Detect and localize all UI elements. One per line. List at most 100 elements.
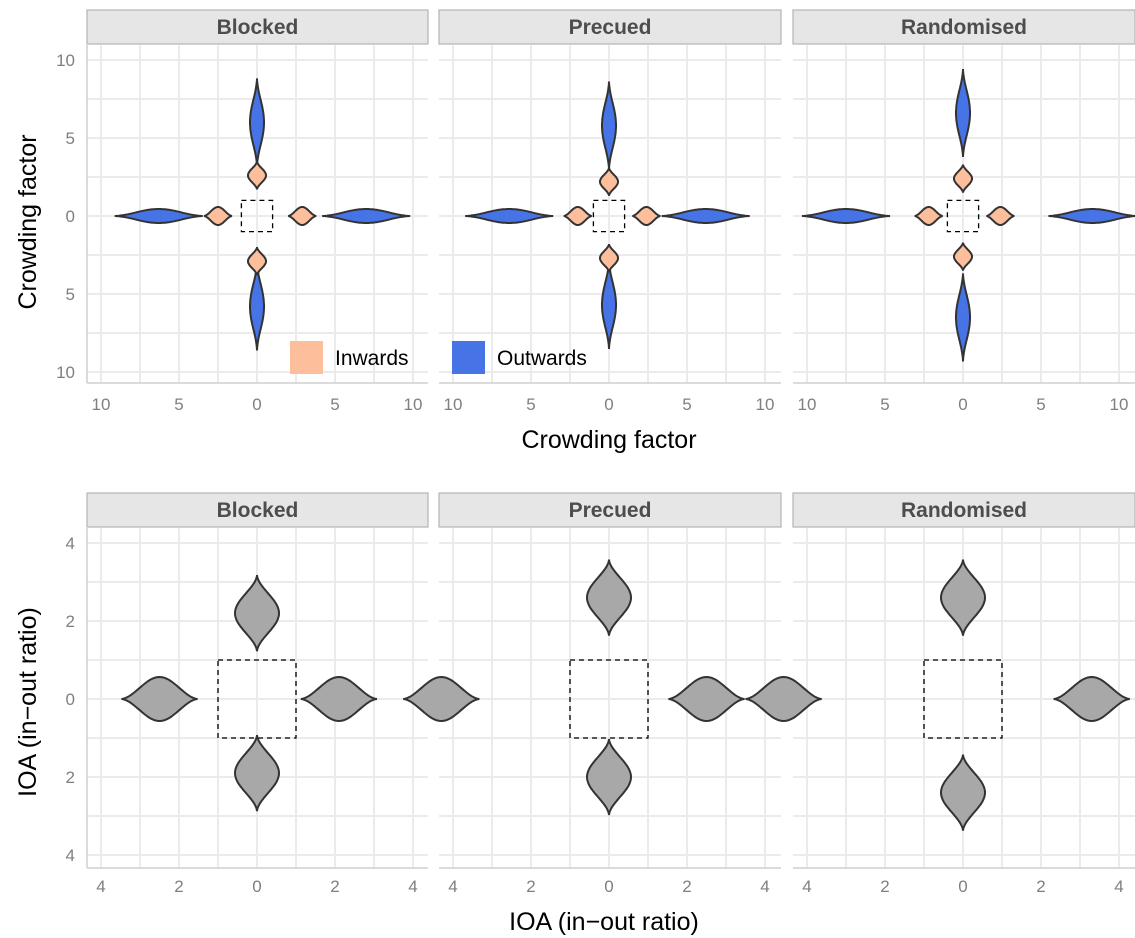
- inwards-violin-up: [247, 161, 267, 190]
- legend-swatch: [290, 341, 323, 374]
- inwards-violin-left: [914, 206, 943, 226]
- inwards-violin-left: [203, 206, 233, 226]
- facet-strip-label: Precued: [569, 16, 652, 39]
- facet-strip-label: Precued: [569, 499, 652, 522]
- legend-label: Inwards: [335, 347, 409, 370]
- facet-strip-label: Randomised: [901, 499, 1027, 522]
- ioa-violin-up: [233, 575, 281, 652]
- reference-box: [240, 199, 274, 233]
- legend-entry-inwards: Inwards: [290, 341, 409, 374]
- reference-box: [569, 659, 649, 739]
- outwards-violin-right: [1048, 208, 1135, 224]
- y-tick-label: 2: [66, 768, 75, 787]
- inwards-violin-left: [563, 206, 592, 226]
- ioa-violin-down: [939, 754, 987, 831]
- x-tick-label: 10: [404, 395, 423, 414]
- x-tick-label: 10: [444, 395, 463, 414]
- facet-strip-label: Randomised: [901, 16, 1027, 39]
- x-tick-label: 0: [958, 395, 967, 414]
- panel-layer: Blocked 10 5 0 5 10 10 5 0 5 10 Precued 10 5 0 5 10 Rando…: [56, 9, 1135, 896]
- x-tick-label: 0: [604, 877, 613, 896]
- bottom-y-axis-title: IOA (in−out ratio): [14, 607, 42, 797]
- legend-swatch: [452, 341, 485, 374]
- y-tick-label: 2: [66, 612, 75, 631]
- panel-precued-ioa: Precued 4 2 0 2 4: [403, 492, 782, 896]
- ioa-violin-right: [668, 675, 745, 723]
- ioa-violin-down: [233, 734, 281, 812]
- x-tick-label: 5: [1036, 395, 1045, 414]
- x-tick-label: 5: [682, 395, 691, 414]
- y-tick-label: 0: [66, 207, 75, 226]
- legend-label: Outwards: [497, 347, 587, 370]
- legend-entry-outwards: Outwards: [452, 341, 587, 374]
- facet-strip: [438, 9, 782, 45]
- outwards-violin-right: [322, 208, 411, 224]
- label-layer: Crowding factor Crowding factor IOA (in−…: [14, 134, 699, 936]
- reference-box: [217, 659, 297, 739]
- ioa-violin-right: [1053, 675, 1130, 723]
- ioa-violin-right: [300, 675, 378, 723]
- x-tick-label: 10: [92, 395, 111, 414]
- x-tick-label: 0: [604, 395, 613, 414]
- inwards-violin-up: [599, 167, 619, 196]
- x-tick-label: 2: [174, 877, 183, 896]
- inwards-violin-down: [247, 247, 267, 276]
- bottom-x-axis-title: IOA (in−out ratio): [509, 908, 699, 936]
- x-tick-label: 0: [252, 877, 261, 896]
- x-tick-label: 4: [448, 877, 457, 896]
- x-tick-label: 2: [330, 877, 339, 896]
- reference-box: [946, 199, 980, 233]
- y-tick-label: 0: [66, 690, 75, 709]
- inwards-violin-down: [953, 242, 973, 271]
- x-tick-label: 0: [252, 395, 261, 414]
- y-tick-label: 5: [66, 129, 75, 148]
- x-tick-label: 10: [798, 395, 817, 414]
- outwards-violin-down: [601, 260, 617, 349]
- x-tick-label: 4: [408, 877, 417, 896]
- y-tick-label: 5: [66, 285, 75, 304]
- x-tick-label: 4: [96, 877, 105, 896]
- facet-strip: [792, 492, 1135, 528]
- outwards-violin-up: [249, 78, 265, 167]
- panel-blocked-crowding: Blocked 10 5 0 5 10 10 5 0 5 10: [56, 9, 429, 414]
- outwards-violin-left: [465, 208, 554, 224]
- reference-box: [592, 199, 626, 233]
- x-tick-label: 5: [330, 395, 339, 414]
- outwards-violin-right: [661, 208, 750, 224]
- outwards-violin-up: [955, 68, 971, 158]
- facet-strip: [86, 9, 429, 45]
- inwards-violin-right: [632, 206, 661, 226]
- x-tick-label: 4: [1114, 877, 1123, 896]
- x-tick-label: 5: [526, 395, 535, 414]
- facet-strip: [86, 492, 429, 528]
- legend: Inwards Outwards: [290, 341, 587, 374]
- panel-blocked-ioa: Blocked 4 2 0 2 4 4 2 0 2 4: [66, 492, 429, 896]
- y-tick-label: 10: [56, 363, 75, 382]
- x-tick-label: 2: [880, 877, 889, 896]
- facet-strip-label: Blocked: [217, 16, 299, 39]
- facet-strip: [792, 9, 1135, 45]
- x-tick-label: 10: [756, 395, 775, 414]
- x-tick-label: 0: [958, 877, 967, 896]
- ioa-violin-left: [403, 675, 480, 723]
- ioa-violin-left: [745, 675, 822, 723]
- x-tick-label: 4: [760, 877, 769, 896]
- x-tick-label: 2: [526, 877, 535, 896]
- panel-randomised-ioa: Randomised 4 2 0 2 4: [745, 492, 1135, 896]
- x-tick-label: 5: [880, 395, 889, 414]
- inwards-violin-down: [599, 243, 619, 273]
- y-tick-label: 10: [56, 51, 75, 70]
- top-y-axis-title: Crowding factor: [14, 134, 42, 309]
- reference-box: [923, 659, 1003, 739]
- x-tick-label: 4: [802, 877, 811, 896]
- ioa-violin-down: [585, 738, 633, 816]
- x-tick-label: 2: [682, 877, 691, 896]
- panel-precued-crowding: Precued 10 5 0 5 10: [438, 9, 782, 414]
- inwards-violin-right: [288, 206, 317, 226]
- outwards-violin-left: [114, 208, 203, 224]
- ioa-violin-up: [939, 559, 987, 636]
- x-tick-label: 5: [174, 395, 183, 414]
- y-tick-label: 4: [66, 846, 75, 865]
- inwards-violin-right: [986, 206, 1015, 226]
